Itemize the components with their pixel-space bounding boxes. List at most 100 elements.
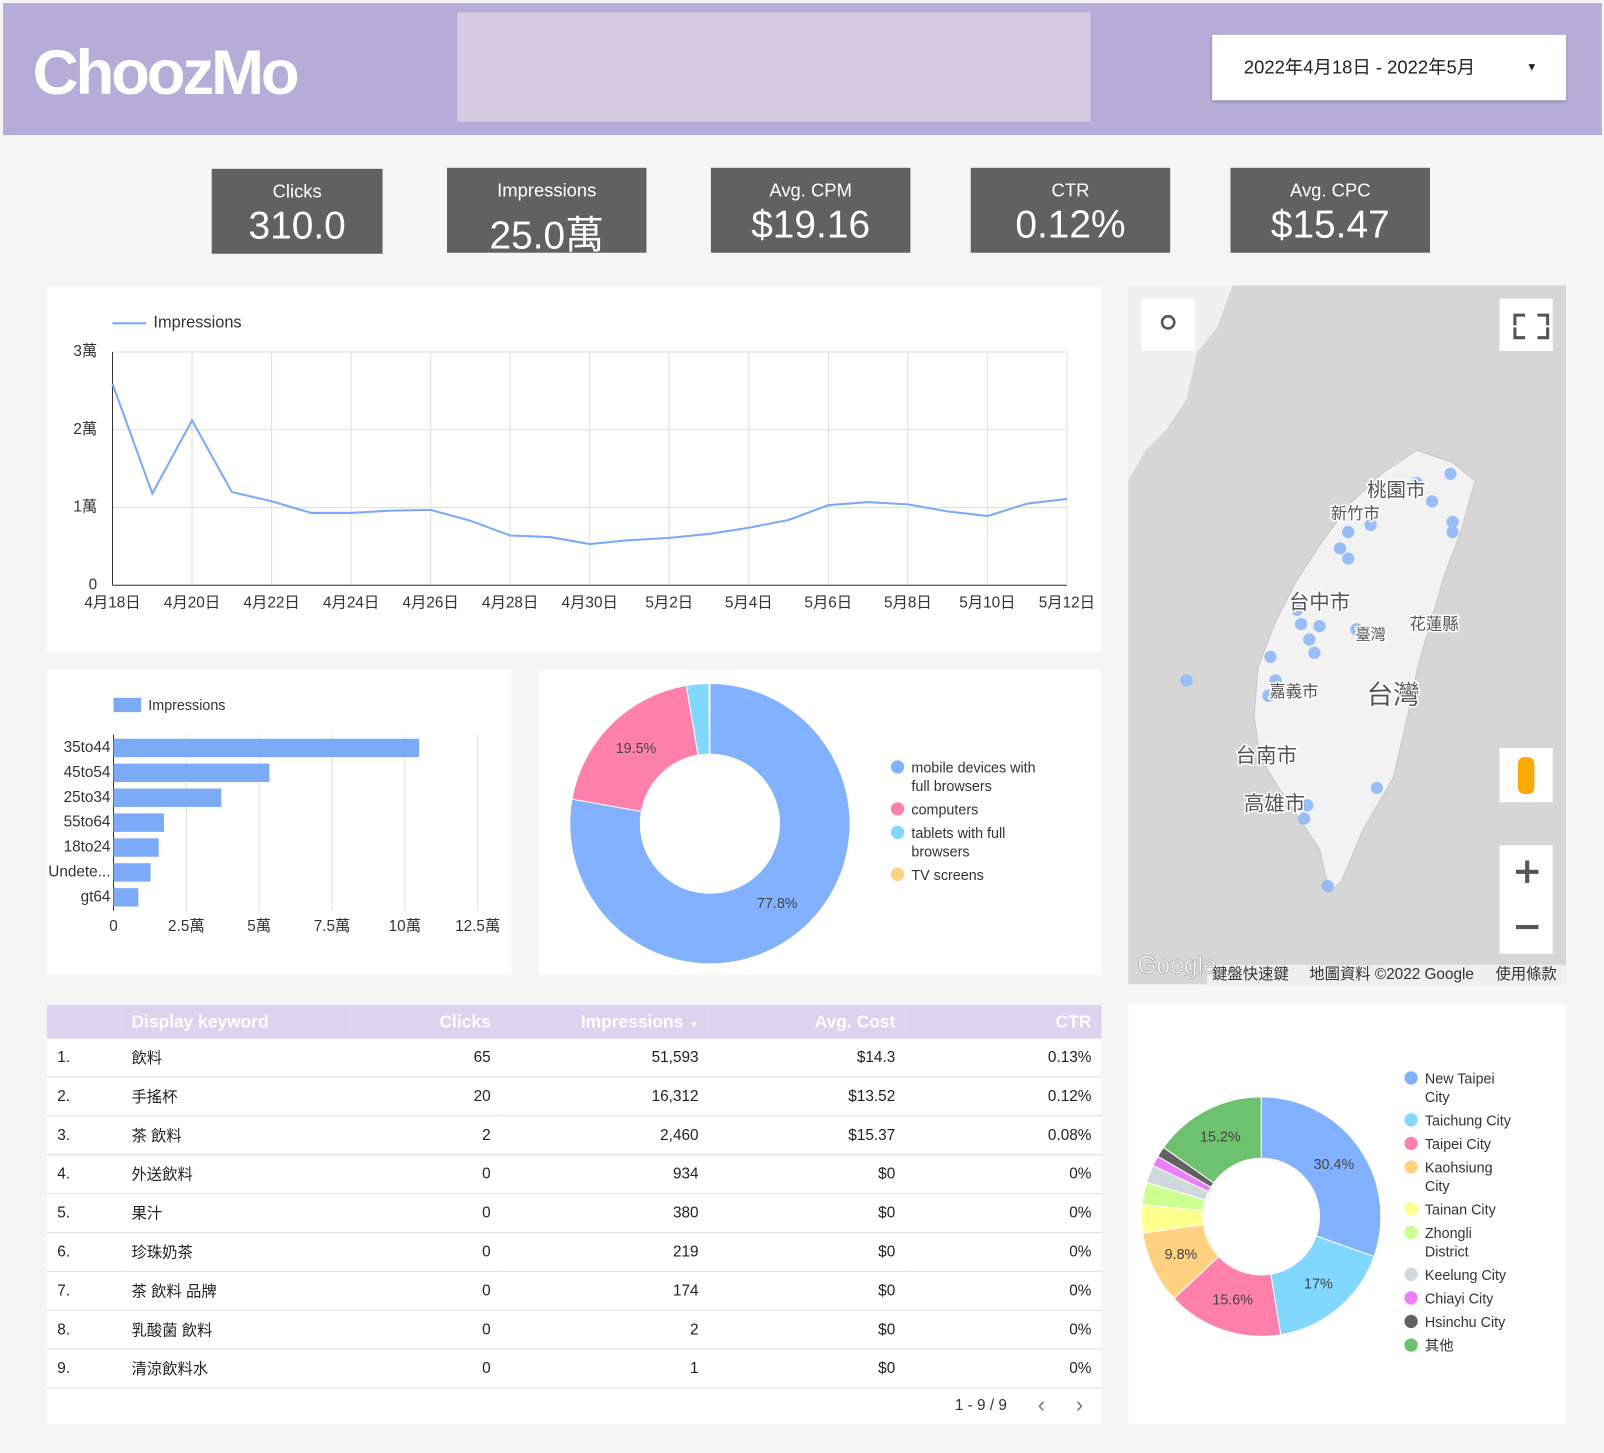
map-footer-link: 鍵盤快速鍵 [1212,966,1289,983]
map-label: 嘉義市 [1269,683,1318,701]
data-label: 15.6% [1212,1293,1253,1309]
table-cell: 2. [47,1076,122,1117]
legend-label: computers [911,801,979,818]
legend-item: TV screens [890,866,1065,884]
panel [47,286,1102,652]
table-body: 1. 飲料 65 51,593 $14.3 0.13% 2. 手搖杯 20 16,312 $13.5… [47,1038,1102,1389]
bar [113,813,164,832]
map-label: 高雄市 [1244,793,1305,816]
table-cell: 手搖杯 [121,1076,351,1117]
scorecard-value: 310.0 [248,204,346,248]
y-tick-label: 45to54 [64,764,111,781]
table-row: 7. 茶 飲料 品牌 0 174 $0 0% [47,1271,1102,1311]
bar [113,788,222,807]
column-title: Avg. Cost [814,1011,896,1031]
fullscreen-button[interactable] [1499,298,1553,351]
data-label: 77.8% [757,896,798,912]
map-points [1180,467,1459,893]
table-cell: 3. [47,1115,122,1156]
legend-label: mobile devices with full browsers [911,759,1036,795]
scorecard: Avg. CPC $15.47 [1230,167,1431,253]
scorecard-label: Impressions [497,180,597,201]
zoom-icons [1515,860,1539,930]
date-range-text: 2022年4月18日 - 2022年5月 [1243,57,1476,78]
legend-label: TV screens [911,866,984,884]
prev-page[interactable]: ‹ [1037,1391,1046,1418]
legend-item: tablets with full browsers [890,824,1065,861]
map-land [1253,449,1476,894]
legend-item: mobile devices with full browsers [890,758,1065,795]
donut-slice [1270,1235,1375,1336]
map[interactable] [1128,285,1567,985]
legend-label: Chiayi City [1424,1290,1494,1307]
pagination: 1 - 9 / 9 ‹ › [955,1392,1102,1419]
table-cell: 1 [500,1349,709,1389]
legend-label: Keelung City [1424,1266,1507,1284]
table-cell: 0 [350,1271,501,1311]
legend-item: Chiayi City [1404,1289,1532,1307]
legend-label: Zhongli District [1424,1224,1472,1260]
data-label: 15.2% [1200,1129,1241,1145]
legend: mobile devices with full browsers compute… [890,758,1065,884]
legend-item: Tainan City [1404,1200,1532,1218]
table-cell: 2 [350,1115,501,1156]
table-cell: 乳酸菌 飲料 [121,1310,351,1350]
legend-label: Taipei City [1424,1135,1491,1153]
legend-label: Hsinchu City [1424,1313,1506,1331]
x-tick-label: 0 [109,918,118,935]
donut-slice [569,682,851,965]
table-cell: 219 [500,1232,709,1272]
legend-label: Impressions [148,698,225,714]
table-header-cell: Clicks [350,1004,501,1039]
y-tick-label: 55to64 [64,814,111,831]
table-cell: $0 [708,1154,906,1195]
x-tick-label: 10萬 [389,918,421,935]
table-cell: $0 [708,1349,906,1389]
x-tick-label: 5月4日 [725,595,773,612]
locate-icon [1160,314,1176,330]
date-range-picker[interactable]: 2022年4月18日 - 2022年5月 ▼ [1212,34,1567,101]
table-cell: 9. [47,1349,122,1389]
logo[interactable]: ChoozMo [32,37,300,109]
column-title: Impressions [580,1011,684,1031]
table-cell: $0 [708,1310,906,1350]
table-cell: 0% [905,1310,1102,1350]
x-tick-label: 4月22日 [243,595,299,612]
table-row: 8. 乳酸菌 飲料 0 2 $0 0% [47,1310,1102,1350]
legend-swatch [890,760,905,774]
legend-item: computers [890,800,1065,818]
legend-item: Kaohsiung City [1404,1158,1532,1195]
keyword-table: Display keyword Clicks Impressions ▼ Avg. Co… [47,1004,1102,1425]
legend-swatch [890,802,905,816]
map-label: 台中市 [1289,591,1350,614]
legend-swatch [1404,1136,1418,1151]
donut-slice [1162,1096,1262,1184]
table-header-cell [47,1004,122,1039]
fullscreen-icon [1513,313,1550,340]
x-tick-label: 4月18日 [84,595,140,612]
y-tick-label: 3萬 [73,343,97,360]
scorecard-label: Avg. CPC [1290,180,1371,201]
map-label: 新竹市 [1331,505,1380,523]
table-cell: 20 [350,1076,501,1117]
pegman-icon [1517,757,1535,795]
legend-label: Taichung City [1424,1112,1511,1129]
line-series [111,383,1068,546]
table-cell: 外送飲料 [121,1154,351,1195]
data-label: 9.8% [1165,1247,1198,1263]
bar [113,838,159,857]
table-cell: 1. [47,1038,122,1078]
table-cell: $0 [708,1232,906,1272]
legend-label: 其他 [1424,1337,1454,1354]
legend-swatch [1404,1225,1418,1240]
table-cell: 0 [350,1232,501,1272]
table-cell: 2,460 [500,1115,709,1156]
y-tick-label: Undete... [48,863,110,880]
table-header: Display keyword Clicks Impressions ▼ Avg. Co… [47,1004,1102,1039]
table-cell: 51,593 [500,1038,709,1078]
next-page[interactable]: › [1075,1391,1084,1418]
legend-label: Kaohsiung City [1424,1159,1493,1195]
locate-button[interactable] [1141,298,1195,351]
table-cell: 0.13% [905,1038,1102,1078]
